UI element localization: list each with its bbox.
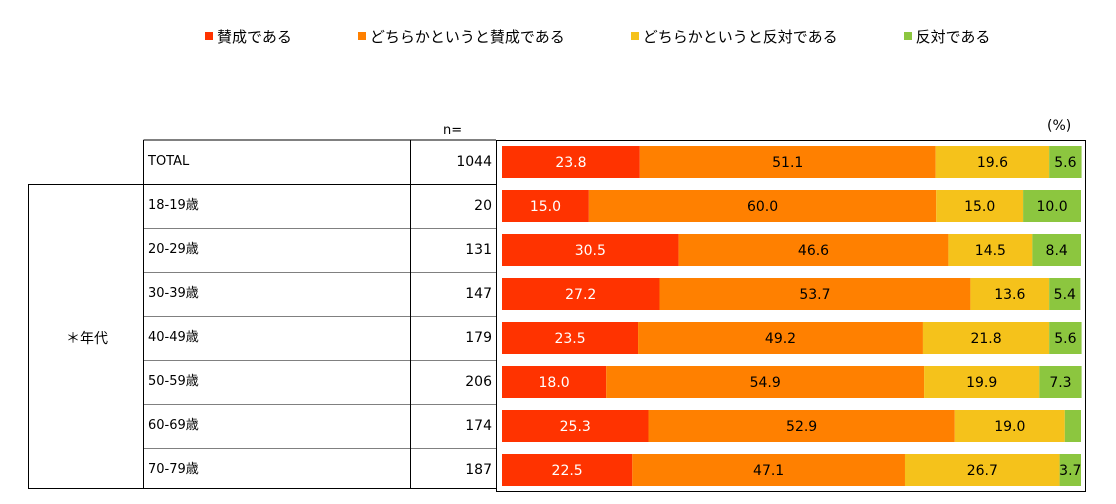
- n-header: n=: [443, 123, 463, 138]
- bar-segment-somewhat-disagree: [904, 454, 1060, 486]
- data-label-somewhat-agree: 52.9: [786, 419, 817, 435]
- bar-segment-somewhat-agree: [648, 410, 955, 442]
- bar-segment-disagree: [1039, 366, 1082, 398]
- legend-label-agree: 賛成である: [217, 27, 292, 46]
- bar-segment-somewhat-disagree: [970, 278, 1050, 310]
- legend-swatch-disagree: [903, 32, 912, 40]
- data-label-somewhat-disagree: 21.8: [970, 331, 1001, 347]
- data-label-somewhat-agree: 51.1: [772, 155, 803, 171]
- n-value: 187: [465, 462, 492, 478]
- data-label-agree: 22.5: [552, 463, 583, 479]
- n-value: 20: [474, 198, 492, 214]
- n-value: 179: [465, 330, 492, 346]
- bar-segment-disagree: [1064, 410, 1081, 442]
- data-label-somewhat-disagree: 19.0: [994, 419, 1025, 435]
- legend-swatch-somewhat-agree: [357, 32, 366, 40]
- legend-label-somewhat-agree: どちらかというと賛成である: [369, 27, 565, 46]
- data-label-somewhat-disagree: 19.6: [977, 155, 1008, 171]
- data-label-agree: 25.3: [560, 419, 591, 435]
- row-label: 30-39歳: [148, 286, 199, 301]
- n-value: 131: [465, 242, 492, 258]
- row-label: 18-19歳: [148, 198, 199, 213]
- bar-segment-agree: [502, 146, 640, 178]
- data-label-somewhat-agree: 46.6: [798, 243, 829, 259]
- group-label-age: ＊年代: [66, 331, 108, 347]
- data-label-somewhat-disagree: 15.0: [964, 199, 995, 215]
- data-label-agree: 30.5: [575, 243, 606, 259]
- bar-segment-somewhat-agree: [678, 234, 949, 266]
- data-label-agree: 27.2: [565, 287, 596, 303]
- bar-segment-agree: [502, 322, 639, 354]
- n-value: 206: [465, 374, 492, 390]
- legend-swatch-somewhat-disagree: [630, 32, 639, 40]
- data-label-disagree: 8.4: [1046, 243, 1068, 259]
- bar-segment-somewhat-disagree: [924, 366, 1040, 398]
- bar-segment-disagree: [1059, 454, 1081, 486]
- n-value: 174: [465, 418, 492, 434]
- bar-segment-disagree: [1049, 278, 1081, 310]
- bar-segment-somewhat-disagree: [922, 322, 1050, 354]
- data-label-agree: 18.0: [539, 375, 570, 391]
- data-label-somewhat-disagree: 13.6: [994, 287, 1025, 303]
- row-label: 50-59歳: [148, 374, 199, 389]
- bar-segment-somewhat-disagree: [935, 146, 1050, 178]
- plot-frame: [496, 140, 1086, 492]
- legend-item-agree: 賛成である: [205, 26, 292, 46]
- data-label-agree: 23.5: [554, 331, 585, 347]
- bar-segment-somewhat-agree: [638, 322, 923, 354]
- legend-item-somewhat-agree: どちらかというと賛成である: [357, 26, 565, 46]
- legend-label-somewhat-disagree: どちらかというと反対である: [642, 27, 838, 46]
- legend-item-somewhat-disagree: どちらかというと反対である: [630, 26, 838, 46]
- row-label: 60-69歳: [148, 418, 199, 433]
- bar-segment-agree: [502, 234, 679, 266]
- bar-segment-somewhat-agree: [632, 454, 905, 486]
- bar-segment-disagree: [1049, 322, 1082, 354]
- row-label: 70-79歳: [148, 462, 199, 477]
- bar-segment-somewhat-disagree: [936, 190, 1024, 222]
- legend: 賛成である どちらかというと賛成である どちらかというと反対である 反対である: [205, 26, 1056, 46]
- data-label-disagree: 10.0: [1036, 199, 1067, 215]
- bar-segment-disagree: [1023, 190, 1081, 222]
- bar-segment-disagree: [1049, 146, 1082, 178]
- bar-segment-agree: [502, 410, 649, 442]
- data-label-somewhat-disagree: 14.5: [975, 243, 1006, 259]
- legend-item-disagree: 反対である: [903, 26, 991, 46]
- data-label-disagree: 5.6: [1054, 331, 1076, 347]
- bar-segment-somewhat-disagree: [948, 234, 1033, 266]
- bar-segment-agree: [502, 278, 660, 310]
- bar-segment-agree: [502, 454, 633, 486]
- legend-swatch-agree: [205, 32, 213, 40]
- data-label-somewhat-disagree: 19.9: [966, 375, 997, 391]
- row-label: TOTAL: [148, 154, 190, 169]
- data-label-somewhat-agree: 53.7: [799, 287, 830, 303]
- bar-segment-disagree: [1032, 234, 1081, 266]
- data-label-disagree: 7.3: [1049, 375, 1071, 391]
- bar-segment-somewhat-agree: [659, 278, 971, 310]
- bar-segment-somewhat-disagree: [954, 410, 1065, 442]
- data-label-somewhat-agree: 60.0: [747, 199, 778, 215]
- n-value: 147: [465, 286, 492, 302]
- data-label-agree: 15.0: [530, 199, 561, 215]
- legend-label-disagree: 反対である: [915, 27, 991, 46]
- data-label-somewhat-disagree: 26.7: [967, 463, 998, 479]
- n-value: 1044: [456, 154, 492, 170]
- bar-segment-somewhat-agree: [639, 146, 936, 178]
- bar-segment-somewhat-agree: [588, 190, 937, 222]
- data-label-disagree: 5.6: [1054, 155, 1076, 171]
- bar-segment-somewhat-agree: [606, 366, 925, 398]
- row-label: 40-49歳: [148, 330, 199, 345]
- data-label-somewhat-agree: 49.2: [765, 331, 796, 347]
- data-label-disagree: 5.4: [1054, 287, 1076, 303]
- data-label-somewhat-agree: 54.9: [750, 375, 781, 391]
- data-label-disagree: 3.7: [1059, 463, 1081, 479]
- data-label-somewhat-agree: 47.1: [753, 463, 784, 479]
- data-label-agree: 23.8: [555, 155, 586, 171]
- row-label: 20-29歳: [148, 242, 199, 257]
- bar-segment-agree: [502, 190, 589, 222]
- unit-label: (%): [1047, 118, 1072, 134]
- bar-segment-agree: [502, 366, 607, 398]
